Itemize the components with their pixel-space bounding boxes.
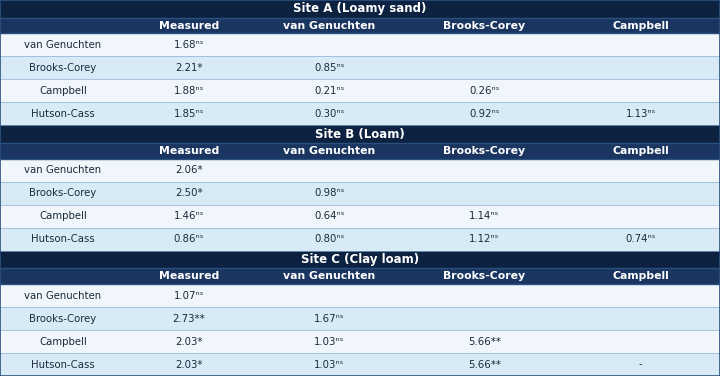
Bar — [0, 79, 720, 102]
Bar — [0, 102, 720, 125]
Text: 1.03ⁿˢ: 1.03ⁿˢ — [314, 359, 345, 370]
Text: 0.26ⁿˢ: 0.26ⁿˢ — [469, 86, 500, 96]
Text: Campbell: Campbell — [613, 21, 669, 30]
Text: 1.14ⁿˢ: 1.14ⁿˢ — [469, 211, 500, 221]
Bar — [0, 205, 720, 228]
Bar — [0, 0, 720, 18]
Text: van Genuchten: van Genuchten — [283, 271, 376, 281]
Text: van Genuchten: van Genuchten — [24, 165, 102, 175]
Text: 2.06*: 2.06* — [175, 165, 203, 175]
Text: Campbell: Campbell — [613, 146, 669, 156]
Text: 0.30ⁿˢ: 0.30ⁿˢ — [314, 109, 345, 119]
Text: 5.66**: 5.66** — [468, 337, 500, 347]
Bar — [0, 143, 720, 159]
Text: van Genuchten: van Genuchten — [24, 40, 102, 50]
Bar — [0, 353, 720, 376]
Text: 1.13ⁿˢ: 1.13ⁿˢ — [626, 109, 656, 119]
Text: 0.85ⁿˢ: 0.85ⁿˢ — [314, 63, 345, 73]
Text: Brooks-Corey: Brooks-Corey — [443, 271, 526, 281]
Text: Brooks-Corey: Brooks-Corey — [30, 63, 96, 73]
Text: Measured: Measured — [159, 21, 219, 30]
Text: Site C (Clay loam): Site C (Clay loam) — [301, 253, 419, 266]
Text: 1.12ⁿˢ: 1.12ⁿˢ — [469, 234, 500, 244]
Text: van Genuchten: van Genuchten — [24, 291, 102, 300]
Text: Site B (Loam): Site B (Loam) — [315, 128, 405, 141]
Bar — [0, 18, 720, 33]
Bar — [0, 159, 720, 182]
Text: 2.73**: 2.73** — [173, 314, 205, 324]
Bar — [0, 251, 720, 268]
Text: 2.50*: 2.50* — [175, 188, 203, 198]
Bar — [0, 182, 720, 205]
Text: -: - — [639, 359, 643, 370]
Text: Measured: Measured — [159, 271, 219, 281]
Text: van Genuchten: van Genuchten — [283, 146, 376, 156]
Bar — [0, 284, 720, 307]
Text: Campbell: Campbell — [613, 271, 669, 281]
Text: 0.92ⁿˢ: 0.92ⁿˢ — [469, 109, 500, 119]
Text: 0.86ⁿˢ: 0.86ⁿˢ — [174, 234, 204, 244]
Text: 0.64ⁿˢ: 0.64ⁿˢ — [314, 211, 345, 221]
Text: Hutson-Cass: Hutson-Cass — [31, 359, 95, 370]
Text: 0.98ⁿˢ: 0.98ⁿˢ — [314, 188, 345, 198]
Text: Brooks-Corey: Brooks-Corey — [443, 21, 526, 30]
Text: Brooks-Corey: Brooks-Corey — [30, 314, 96, 324]
Text: 2.03*: 2.03* — [175, 337, 203, 347]
Text: 2.21*: 2.21* — [175, 63, 203, 73]
Text: 1.68ⁿˢ: 1.68ⁿˢ — [174, 40, 204, 50]
Text: 0.21ⁿˢ: 0.21ⁿˢ — [314, 86, 345, 96]
Text: 0.80ⁿˢ: 0.80ⁿˢ — [314, 234, 345, 244]
Bar — [0, 307, 720, 330]
Bar — [0, 228, 720, 251]
Text: Measured: Measured — [159, 146, 219, 156]
Text: Brooks-Corey: Brooks-Corey — [30, 188, 96, 198]
Bar — [0, 33, 720, 56]
Text: 1.03ⁿˢ: 1.03ⁿˢ — [314, 337, 345, 347]
Text: 2.03*: 2.03* — [175, 359, 203, 370]
Bar — [0, 330, 720, 353]
Text: 1.46ⁿˢ: 1.46ⁿˢ — [174, 211, 204, 221]
Text: van Genuchten: van Genuchten — [283, 21, 376, 30]
Text: Campbell: Campbell — [39, 337, 87, 347]
Text: Hutson-Cass: Hutson-Cass — [31, 234, 95, 244]
Text: Campbell: Campbell — [39, 86, 87, 96]
Text: Site A (Loamy sand): Site A (Loamy sand) — [293, 2, 427, 15]
Text: 0.74ⁿˢ: 0.74ⁿˢ — [626, 234, 656, 244]
Text: Hutson-Cass: Hutson-Cass — [31, 109, 95, 119]
Text: 1.67ⁿˢ: 1.67ⁿˢ — [314, 314, 345, 324]
Text: 1.88ⁿˢ: 1.88ⁿˢ — [174, 86, 204, 96]
Bar — [0, 125, 720, 143]
Bar — [0, 268, 720, 284]
Text: 1.85ⁿˢ: 1.85ⁿˢ — [174, 109, 204, 119]
Text: Campbell: Campbell — [39, 211, 87, 221]
Text: Brooks-Corey: Brooks-Corey — [443, 146, 526, 156]
Text: 1.07ⁿˢ: 1.07ⁿˢ — [174, 291, 204, 300]
Bar — [0, 56, 720, 79]
Text: 5.66**: 5.66** — [468, 359, 500, 370]
